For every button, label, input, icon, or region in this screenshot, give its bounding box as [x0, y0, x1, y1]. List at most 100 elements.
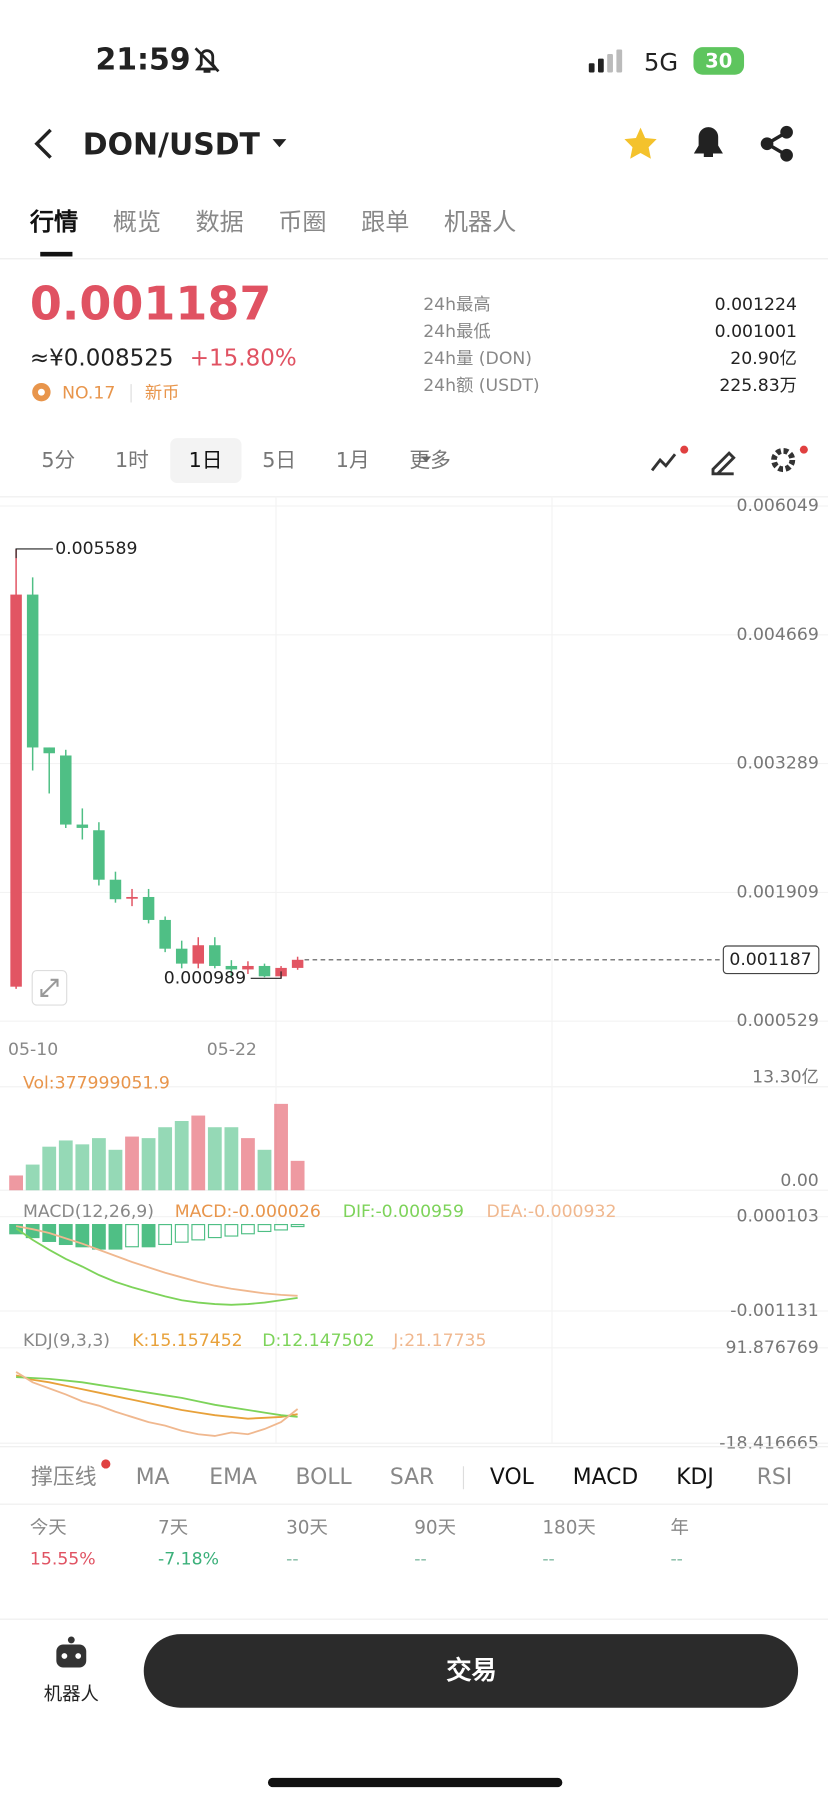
leader	[250, 971, 282, 979]
low-label: 0.000989	[164, 968, 246, 988]
draw-icon[interactable]	[711, 451, 736, 476]
dea-line	[15, 1225, 298, 1297]
trade-button[interactable]	[143, 1634, 799, 1708]
volume-bar	[75, 1144, 90, 1191]
signal-icon	[588, 49, 623, 73]
tab[interactable]: 数据	[196, 208, 244, 236]
interval[interactable]: 5日	[262, 448, 296, 472]
k-value: K:15.157452	[132, 1331, 242, 1351]
macd-bar	[224, 1224, 239, 1237]
macd-bar	[207, 1224, 222, 1239]
volume-bar	[174, 1121, 189, 1191]
back-button[interactable]	[34, 128, 52, 159]
period-label: 180天	[542, 1517, 596, 1538]
volume-bar	[224, 1127, 239, 1191]
axis-label: 91.876769	[726, 1338, 819, 1358]
tag: 新币	[145, 383, 180, 403]
mute-icon	[194, 47, 220, 73]
stat-label: 24h最低	[423, 322, 490, 342]
macd-label: MACD(12,26,9)	[23, 1202, 154, 1222]
tab[interactable]: 行情	[29, 208, 78, 236]
period-label: 90天	[414, 1517, 456, 1538]
indicator-icon[interactable]	[650, 453, 677, 472]
indicator[interactable]: VOL	[490, 1465, 535, 1490]
indicator[interactable]: KDJ	[676, 1465, 714, 1490]
settings-icon[interactable]	[771, 447, 796, 473]
interval[interactable]: 更多	[409, 448, 450, 472]
high-label: 0.005589	[55, 539, 137, 559]
axis-label: -18.416665	[719, 1433, 819, 1453]
tab[interactable]: 跟单	[361, 208, 409, 236]
leader	[15, 548, 53, 559]
axis-label: 0.00	[780, 1171, 818, 1191]
indicator[interactable]: SAR	[390, 1465, 434, 1490]
tab[interactable]: 机器人	[444, 208, 516, 236]
period-label: 今天	[30, 1517, 67, 1538]
dot	[101, 1459, 111, 1469]
candle-body	[60, 755, 72, 825]
share-icon[interactable]	[760, 125, 793, 162]
alert-icon[interactable]	[693, 127, 723, 157]
candle-body	[209, 945, 221, 966]
macd-bar	[191, 1224, 206, 1241]
home-indicator	[267, 1777, 563, 1788]
dif-line	[15, 1227, 298, 1306]
j-value: J:21.17735	[392, 1331, 486, 1351]
expand-button[interactable]	[31, 970, 68, 1006]
trade-label[interactable]: 交易	[446, 1656, 497, 1685]
dea-value: DEA:-0.000932	[486, 1202, 616, 1222]
stat-value: 0.001224	[715, 295, 797, 315]
tab[interactable]: 币圈	[278, 208, 326, 236]
interval[interactable]: 1月	[336, 448, 370, 472]
volume-bar	[9, 1175, 23, 1191]
macd-bar	[91, 1224, 106, 1250]
indicator[interactable]: EMA	[209, 1465, 257, 1490]
interval[interactable]: 1日	[189, 448, 223, 472]
candle-body	[242, 965, 254, 970]
candle-body	[258, 965, 271, 977]
interval[interactable]: 1时	[115, 448, 149, 472]
period-value: 15.55%	[30, 1549, 96, 1569]
macd-bar	[158, 1224, 173, 1246]
candle-body	[109, 879, 122, 900]
macd-bar	[174, 1224, 189, 1243]
candle-body	[126, 896, 138, 899]
volume-bar	[92, 1138, 106, 1191]
robot-icon[interactable]	[56, 1636, 87, 1668]
volume-bar	[108, 1149, 123, 1191]
dif-value: DIF:-0.000959	[343, 1202, 464, 1222]
axis-label: 0.000103	[736, 1207, 818, 1227]
volume-bar	[58, 1140, 73, 1191]
candle-body	[10, 594, 22, 987]
period-label: 7天	[158, 1517, 188, 1538]
tab[interactable]: 概览	[113, 208, 161, 236]
indicator[interactable]: MACD	[573, 1465, 638, 1490]
time: 21:59	[95, 42, 190, 77]
interval-active-bg	[170, 438, 242, 484]
candle-body	[225, 965, 238, 970]
indicator[interactable]: RSI	[757, 1465, 793, 1490]
stat-value: 225.83万	[719, 376, 797, 396]
network: 5G	[644, 48, 678, 76]
more-caret[interactable]	[420, 456, 432, 463]
volume-bar	[42, 1146, 57, 1191]
indicator[interactable]: BOLL	[296, 1465, 353, 1490]
volume-bar	[158, 1127, 173, 1191]
pair[interactable]: DON/USDT	[83, 128, 261, 163]
robot-label[interactable]: 机器人	[44, 1684, 99, 1705]
battery-level: 30	[705, 50, 732, 73]
favorite-icon[interactable]	[624, 127, 657, 159]
period-value: --	[542, 1549, 554, 1569]
expand-icon[interactable]	[40, 978, 59, 997]
interval[interactable]: 5分	[41, 448, 75, 472]
volume-bar	[25, 1164, 40, 1191]
macd-bar	[290, 1224, 305, 1228]
pair-caret[interactable]	[272, 139, 287, 148]
indicator[interactable]: 撑压线	[31, 1465, 97, 1490]
dot	[680, 445, 689, 454]
macd-value: MACD:-0.000026	[175, 1202, 321, 1222]
period-value: --	[286, 1549, 298, 1569]
j-line	[15, 1371, 299, 1437]
period-label: 年	[670, 1517, 688, 1538]
indicator[interactable]: MA	[136, 1465, 170, 1490]
